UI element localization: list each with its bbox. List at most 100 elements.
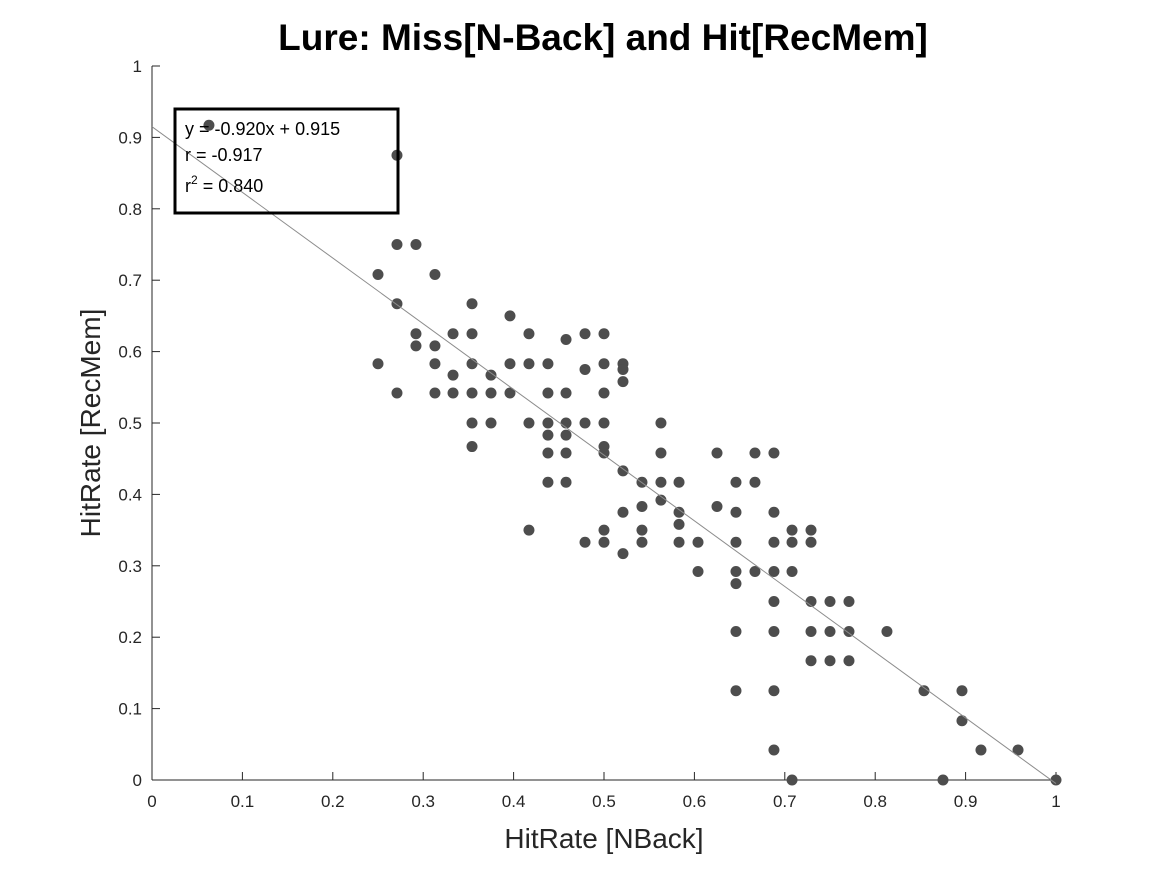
- data-point: [730, 685, 742, 697]
- x-tick-label: 0.7: [773, 792, 797, 811]
- data-point: [617, 363, 629, 375]
- data-point: [918, 685, 930, 697]
- data-point: [410, 239, 422, 250]
- data-point: [711, 501, 723, 513]
- data-point: [786, 524, 798, 536]
- y-tick-label: 0.1: [118, 700, 142, 719]
- data-point: [711, 447, 723, 459]
- data-point: [391, 387, 403, 399]
- regression-equation: y = -0.920x + 0.915: [185, 119, 340, 139]
- data-point: [560, 333, 572, 345]
- data-point: [843, 655, 855, 667]
- data-point: [617, 376, 629, 388]
- data-point: [447, 328, 459, 340]
- x-tick-label: 0.2: [321, 792, 345, 811]
- r-squared-value: = 0.840: [198, 176, 264, 196]
- data-point: [523, 328, 535, 340]
- data-point: [579, 417, 591, 429]
- data-point: [447, 387, 459, 399]
- correlation-r: r = -0.917: [185, 145, 263, 165]
- data-point: [730, 578, 742, 590]
- data-point: [598, 387, 610, 399]
- y-tick-label: 0.5: [118, 414, 142, 433]
- x-tick-label: 0.6: [683, 792, 707, 811]
- data-point: [485, 417, 497, 429]
- y-axis: 0 0.1 0.2 0.3 0.4 0.5 0.6 0.7 0.8 0.9 1: [118, 57, 160, 790]
- data-point: [786, 774, 798, 786]
- data-point: [579, 363, 591, 375]
- regression-line: [151, 126, 1057, 784]
- data-point: [730, 476, 742, 488]
- data-point: [542, 476, 554, 488]
- data-point: [560, 447, 572, 459]
- y-axis-label: HitRate [RecMem]: [75, 309, 106, 538]
- data-point: [598, 524, 610, 536]
- data-point: [730, 506, 742, 518]
- data-point: [466, 387, 478, 399]
- data-point: [805, 524, 817, 536]
- r-squared-prefix: r: [185, 176, 191, 196]
- data-point: [598, 328, 610, 340]
- data-point: [466, 358, 478, 370]
- x-tick-label: 0.3: [411, 792, 435, 811]
- data-point: [673, 506, 685, 518]
- data-point: [636, 524, 648, 536]
- data-point: [636, 501, 648, 513]
- data-point: [203, 119, 215, 131]
- data-point: [466, 298, 478, 310]
- data-point: [673, 476, 685, 488]
- data-point: [824, 596, 836, 607]
- data-point: [391, 239, 403, 250]
- x-tick-label: 0: [147, 792, 156, 811]
- data-point: [692, 536, 704, 548]
- data-point: [429, 358, 441, 370]
- data-point: [542, 417, 554, 429]
- data-point: [655, 476, 667, 488]
- data-point: [786, 536, 798, 548]
- data-point: [768, 447, 780, 459]
- y-tick-label: 0: [133, 771, 142, 790]
- data-point: [636, 536, 648, 548]
- data-point: [617, 506, 629, 518]
- data-point: [1012, 744, 1024, 756]
- data-point: [956, 715, 968, 727]
- data-point: [824, 625, 836, 637]
- x-axis-label: HitRate [NBack]: [504, 823, 703, 854]
- y-tick-label: 0.4: [118, 485, 142, 504]
- y-tick-label: 0.9: [118, 128, 142, 147]
- data-point: [617, 548, 629, 560]
- x-tick-label: 1: [1051, 792, 1060, 811]
- data-point: [824, 655, 836, 667]
- data-point: [542, 358, 554, 370]
- y-tick-label: 0.3: [118, 557, 142, 576]
- chart-title: Lure: Miss[N-Back] and Hit[RecMem]: [278, 17, 928, 58]
- y-tick-label: 0.6: [118, 343, 142, 362]
- data-point: [598, 447, 610, 459]
- x-tick-label: 0.4: [502, 792, 526, 811]
- data-point: [786, 566, 798, 578]
- data-point: [937, 774, 949, 786]
- data-point: [1050, 774, 1062, 786]
- data-point: [579, 536, 591, 548]
- data-point: [598, 417, 610, 429]
- r-squared: r2 = 0.840: [185, 173, 263, 196]
- data-point: [598, 358, 610, 370]
- data-point: [523, 417, 535, 429]
- data-point: [560, 417, 572, 429]
- data-point: [466, 328, 478, 340]
- data-point: [542, 429, 554, 441]
- data-point: [655, 494, 667, 506]
- y-tick-label: 1: [133, 57, 142, 76]
- data-point: [655, 417, 667, 429]
- data-point: [372, 268, 384, 280]
- x-tick-label: 0.5: [592, 792, 616, 811]
- regression-stats-box: y = -0.920x + 0.915 r = -0.917 r2 = 0.84…: [173, 107, 400, 215]
- data-point: [504, 310, 516, 322]
- data-point: [372, 358, 384, 370]
- data-point: [429, 268, 441, 280]
- data-point: [579, 328, 591, 340]
- data-point: [466, 441, 478, 453]
- data-point: [768, 506, 780, 518]
- stats-box-border: [173, 107, 400, 215]
